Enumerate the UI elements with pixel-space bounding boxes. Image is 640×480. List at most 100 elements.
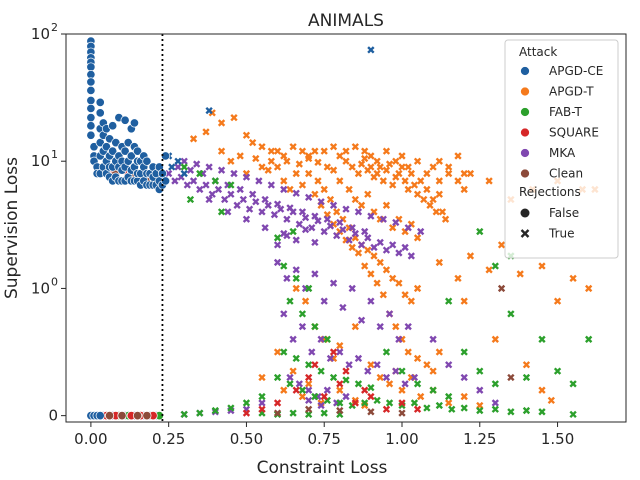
x-tick-label: 0.25 xyxy=(152,430,185,448)
apgdce-accepted-point xyxy=(86,77,96,87)
apgdt-rejected-point xyxy=(435,177,443,185)
apgdt-rejected-point xyxy=(280,177,288,185)
fabt-rejected-point xyxy=(413,380,422,388)
mka-rejected-point xyxy=(395,335,403,343)
mka-rejected-point xyxy=(255,177,263,185)
mka-rejected-point xyxy=(476,386,484,394)
mka-rejected-point xyxy=(379,215,387,223)
apgdt-rejected-point xyxy=(289,143,297,151)
apgdt-rejected-point xyxy=(345,185,353,194)
apgdce-accepted-point xyxy=(89,142,99,152)
apgdt-rejected-point xyxy=(373,169,381,178)
apgdt-rejected-point xyxy=(258,373,266,382)
mka-rejected-point xyxy=(311,270,319,278)
apgdce-accepted-point xyxy=(101,142,111,152)
fabt-rejected-point xyxy=(476,367,484,375)
square-rejected-point xyxy=(342,367,350,375)
fabt-rejected-point xyxy=(305,361,313,369)
legend-entry-label: FAB-T xyxy=(549,105,582,119)
mka-rejected-point xyxy=(460,373,468,382)
mka-rejected-point xyxy=(345,361,353,369)
mka-rejected-point xyxy=(317,401,325,410)
mka-rejected-point xyxy=(221,195,229,204)
mka-rejected-point xyxy=(171,177,179,185)
fabt-rejected-point xyxy=(361,399,369,407)
mka-rejected-point xyxy=(305,193,313,201)
mka-rejected-point xyxy=(382,246,391,254)
fabt-rejected-point xyxy=(273,373,282,382)
apgdt-rejected-point xyxy=(429,367,437,375)
fabt-rejected-point xyxy=(538,408,546,416)
mka-rejected-point xyxy=(317,198,325,206)
apgdce-accepted-point xyxy=(108,121,118,131)
apgdt-rejected-point xyxy=(389,274,397,283)
mka-rejected-point xyxy=(354,354,363,363)
clean-accepted-point xyxy=(105,411,115,421)
apgdt-rejected-point xyxy=(311,190,319,198)
legend-marker xyxy=(520,66,530,76)
legend-marker xyxy=(520,208,530,218)
apgdt-rejected-point xyxy=(292,169,300,178)
fabt-rejected-point xyxy=(585,335,593,343)
mka-rejected-point xyxy=(292,236,300,244)
apgdt-rejected-point xyxy=(305,169,313,178)
square-rejected-point xyxy=(367,392,375,401)
fabt-rejected-point xyxy=(491,405,499,413)
apgdt-rejected-point xyxy=(385,380,394,388)
apgdt-rejected-point xyxy=(273,348,282,356)
apgdce-rejected-point xyxy=(205,106,213,115)
fabt-rejected-point xyxy=(311,392,319,401)
clean-rejected-point xyxy=(507,373,515,382)
apgdt-rejected-point xyxy=(382,147,391,155)
legend-marker xyxy=(520,107,530,117)
apgdt-rejected-point xyxy=(438,208,447,216)
mka-rejected-point xyxy=(336,218,344,227)
apgdt-rejected-point xyxy=(298,181,307,189)
fabt-rejected-point xyxy=(286,380,294,388)
mka-rejected-point xyxy=(348,284,356,293)
apgdt-rejected-point xyxy=(423,185,431,194)
mka-rejected-point xyxy=(351,229,359,238)
apgdt-rejected-point xyxy=(267,157,275,165)
apgdt-rejected-point xyxy=(404,185,412,194)
fabt-rejected-point xyxy=(367,384,375,392)
mka-rejected-point xyxy=(373,361,381,369)
square-rejected-point xyxy=(382,405,391,413)
apgdt-rejected-point xyxy=(364,246,372,254)
square-rejected-point xyxy=(258,405,266,413)
square-rejected-point xyxy=(311,361,319,369)
apgdt-rejected-point xyxy=(389,224,397,232)
apgdt-rejected-point xyxy=(426,201,434,209)
apgdt-rejected-point xyxy=(429,163,437,171)
mka-rejected-point xyxy=(273,241,282,249)
apgdt-rejected-point xyxy=(273,147,282,155)
apgdt-rejected-point xyxy=(401,177,409,185)
square-rejected-point xyxy=(361,386,369,394)
apgdt-rejected-point xyxy=(429,195,437,204)
mka-rejected-point xyxy=(308,224,316,232)
mka-rejected-point xyxy=(342,392,350,401)
apgdce-accepted-point xyxy=(95,97,105,107)
mka-rejected-point xyxy=(261,195,269,204)
mka-rejected-point xyxy=(339,303,347,312)
mka-rejected-point xyxy=(233,201,241,209)
mka-rejected-point xyxy=(295,380,303,388)
apgdt-rejected-point xyxy=(320,147,328,155)
mka-rejected-point xyxy=(217,166,226,174)
apgdt-rejected-point xyxy=(435,190,443,198)
mka-rejected-point xyxy=(267,181,275,189)
apgdt-rejected-point xyxy=(333,208,341,216)
apgdt-rejected-point xyxy=(367,270,375,278)
apgdt-rejected-point xyxy=(273,163,282,171)
apgdt-rejected-point xyxy=(413,284,422,293)
fabt-rejected-point xyxy=(211,406,219,415)
mka-rejected-point xyxy=(224,208,232,216)
mka-rejected-point xyxy=(376,322,384,331)
apgdce-accepted-point xyxy=(120,146,130,156)
apgdce-accepted-point xyxy=(129,118,139,128)
apgdt-rejected-point xyxy=(242,131,251,139)
square-rejected-point xyxy=(292,386,300,394)
apgdt-rejected-point xyxy=(202,128,210,136)
mka-rejected-point xyxy=(286,204,294,212)
apgdt-rejected-point xyxy=(407,169,415,178)
